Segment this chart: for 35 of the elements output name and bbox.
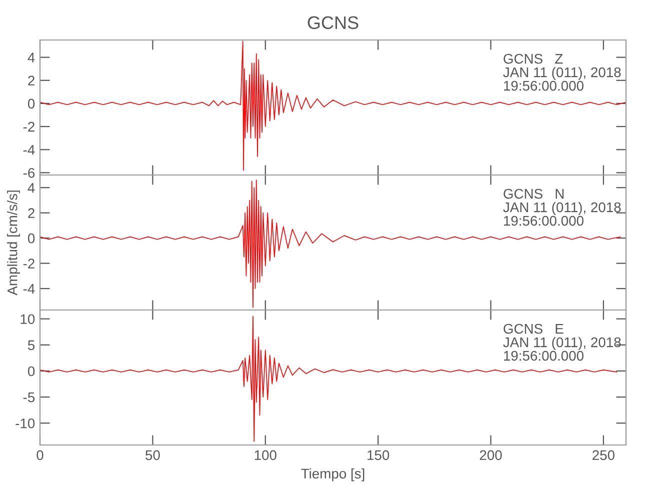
line-series bbox=[40, 180, 621, 308]
x-axis-title: Tiempo [s] bbox=[301, 468, 364, 482]
y-tick-label: 0 bbox=[28, 366, 35, 376]
annotation: GCNS N bbox=[504, 188, 564, 199]
y-tick-label: -4 bbox=[23, 284, 35, 294]
y-tick-label: 0 bbox=[28, 233, 35, 244]
y-tick-label: 10 bbox=[20, 314, 35, 324]
x-tick-label: 0 bbox=[36, 450, 44, 460]
annotation: JAN 11 (011), 2018 bbox=[503, 337, 621, 350]
x-tick-label: 150 bbox=[368, 450, 390, 460]
y-tick-label: -6 bbox=[23, 168, 35, 178]
annotation: GCNS E bbox=[504, 324, 564, 334]
y-tick-label: 5 bbox=[28, 340, 35, 350]
y-tick-label: 4 bbox=[28, 183, 35, 193]
x-tick-label: 100 bbox=[254, 450, 276, 460]
y-tick-label: -5 bbox=[23, 392, 35, 402]
annotation: JAN 11 (011), 2018 bbox=[503, 67, 621, 80]
x-tick-label: 250 bbox=[592, 450, 615, 460]
annotation: 19:56:00.000 bbox=[504, 80, 584, 91]
chart-title: GCNS bbox=[308, 16, 358, 30]
y-tick-label: -4 bbox=[23, 145, 35, 155]
y-tick-label: 0 bbox=[28, 98, 35, 109]
x-tick-label: 50 bbox=[146, 450, 160, 460]
annotation: JAN 11 (011), 2018 bbox=[503, 202, 621, 215]
y-tick-label: 2 bbox=[28, 76, 34, 86]
y-tick-label: -2 bbox=[23, 122, 34, 132]
y-axis-title: Amplitud [cm/s/s] bbox=[7, 190, 20, 296]
annotation: 19:56:00.000 bbox=[504, 350, 584, 361]
y-tick-label: 4 bbox=[28, 52, 35, 62]
x-tick-label: 200 bbox=[480, 450, 502, 460]
y-tick-label: -10 bbox=[16, 418, 35, 428]
annotation: 19:56:00.000 bbox=[504, 216, 584, 226]
y-tick-label: -2 bbox=[23, 258, 34, 268]
y-tick-label: 2 bbox=[28, 208, 34, 218]
annotation: GCNS Z bbox=[504, 54, 563, 64]
